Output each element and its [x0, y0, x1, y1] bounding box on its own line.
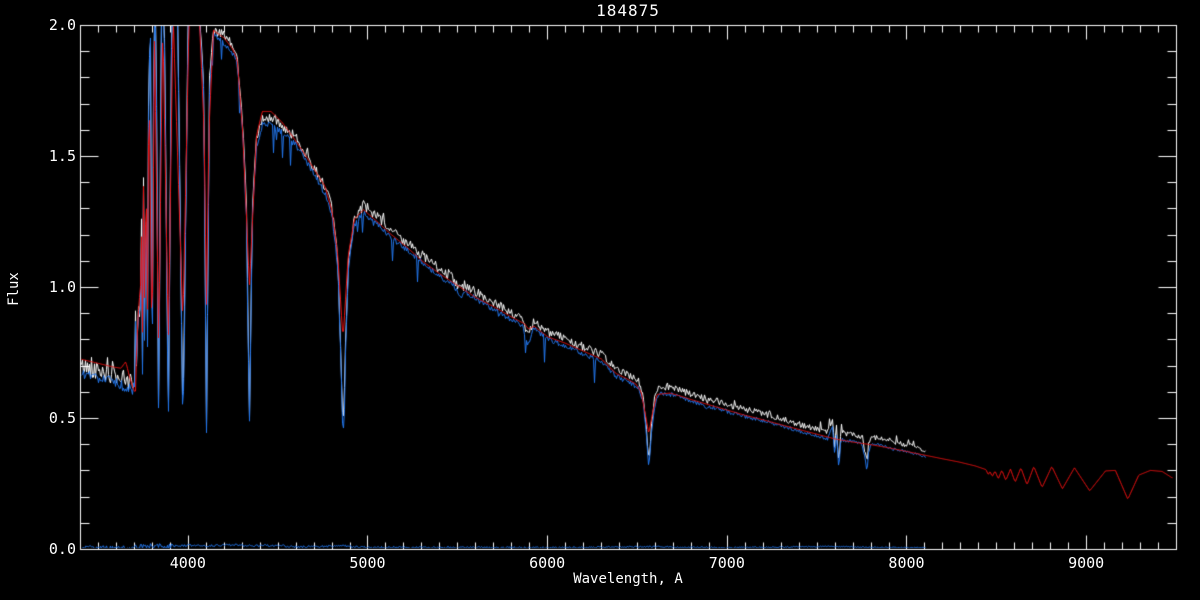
y-tick-label: 1.0	[48, 278, 76, 296]
x-tick-label: 8000	[888, 554, 925, 572]
x-tick-label: 4000	[169, 554, 206, 572]
y-axis-label: Flux	[6, 272, 22, 306]
x-tick-label: 9000	[1068, 554, 1105, 572]
x-tick-label: 5000	[349, 554, 386, 572]
x-axis-label: Wavelength, A	[573, 571, 683, 587]
y-tick-label: 0.5	[48, 409, 76, 427]
y-tick-label: 2.0	[48, 16, 76, 34]
y-tick-label: 0.0	[48, 540, 76, 558]
x-tick-label: 7000	[708, 554, 745, 572]
y-tick-label: 1.5	[48, 147, 76, 165]
x-tick-label: 6000	[529, 554, 566, 572]
chart-title: 184875	[596, 1, 660, 20]
